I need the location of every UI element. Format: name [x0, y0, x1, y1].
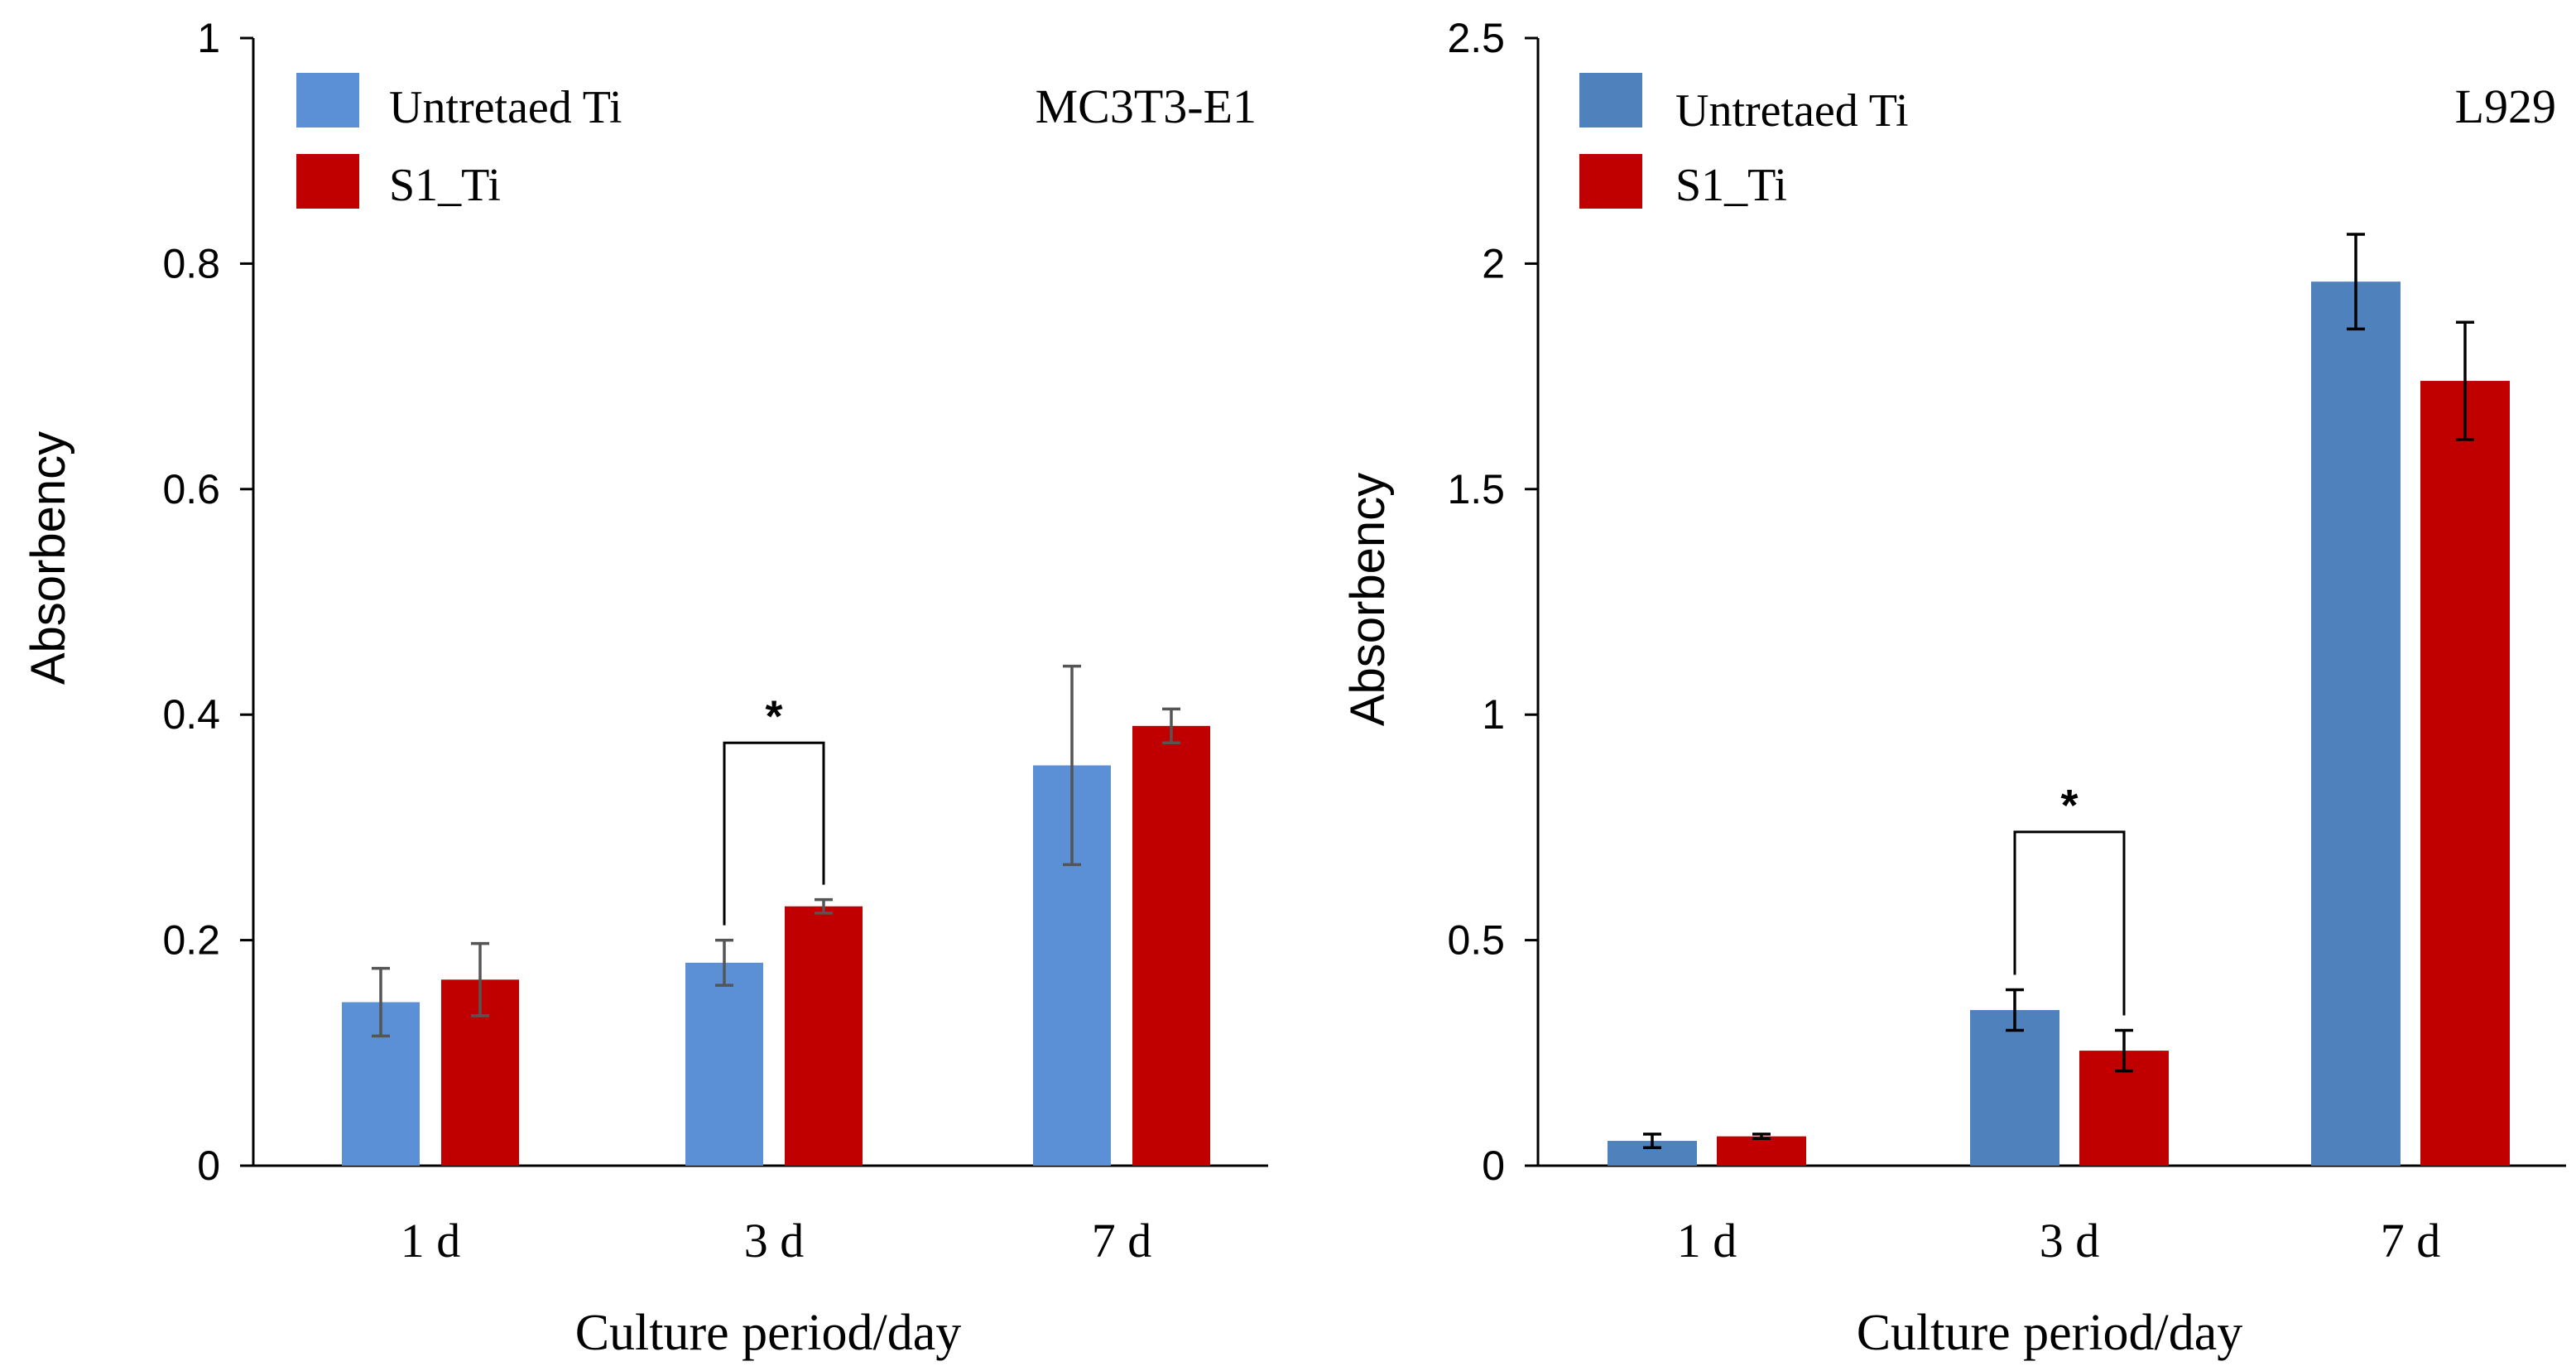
y-tick-label: 1	[197, 15, 220, 61]
y-axis-label: Absorbency	[1341, 473, 1395, 726]
significance-marker: *	[765, 691, 782, 741]
legend-swatch-series-0	[296, 73, 359, 127]
bar-series-0	[685, 962, 763, 1166]
y-tick-label: 0	[1482, 1142, 1505, 1189]
x-axis-label: Culture period/day	[1857, 1305, 2243, 1361]
significance-marker: *	[2060, 781, 2078, 830]
x-tick-label: 3 d	[2040, 1214, 2100, 1268]
x-tick-label: 1 d	[401, 1214, 461, 1268]
x-tick-label: 1 d	[1677, 1214, 1737, 1268]
bar-series-1	[1717, 1136, 1806, 1166]
chart-panel-mc3t3: MC3T3-E1 Untretaed Ti S1_Ti Absorbency C…	[22, 15, 1268, 1361]
y-tick-label: 0.8	[162, 240, 220, 286]
legend: Untretaed Ti S1_Ti	[1579, 73, 1909, 211]
legend-label-series-1: S1_Ti	[1675, 160, 1787, 211]
legend-label-series-1: S1_Ti	[389, 160, 501, 211]
legend-swatch-series-0	[1579, 73, 1642, 127]
panel-label: MC3T3-E1	[1036, 79, 1257, 133]
x-tick-label: 7 d	[1092, 1214, 1152, 1268]
chart-panel-l929: L929 Untretaed Ti S1_Ti Absorbency Cultu…	[1341, 15, 2566, 1361]
legend-label-series-0: Untretaed Ti	[389, 82, 622, 133]
y-tick-label: 1	[1482, 691, 1505, 738]
bar-series-1	[2420, 381, 2510, 1167]
x-tick-label: 3 d	[744, 1214, 805, 1268]
bar-series-1	[785, 906, 863, 1166]
y-tick-label: 1.5	[1447, 466, 1505, 512]
significance-bracket	[723, 741, 825, 926]
y-tick-label: 0.2	[162, 917, 220, 964]
y-tick-label: 0.4	[162, 691, 220, 738]
legend-swatch-series-1	[296, 154, 359, 209]
y-tick-label: 0.6	[162, 466, 220, 512]
y-tick-label: 0	[197, 1142, 220, 1189]
legend-label-series-0: Untretaed Ti	[1675, 85, 1909, 137]
y-tick-label: 2.5	[1447, 15, 1505, 61]
y-tick-label: 2	[1482, 240, 1505, 286]
significance-bracket	[2013, 830, 2126, 1016]
x-tick-label: 7 d	[2381, 1214, 2441, 1268]
y-axis-label: Absorbency	[22, 431, 75, 685]
bar-series-1	[1132, 725, 1210, 1166]
x-axis-label: Culture period/day	[575, 1305, 962, 1361]
y-tick-label: 0.5	[1447, 917, 1505, 964]
bar-series-0	[2311, 281, 2401, 1166]
bar-series-0	[1970, 1010, 2059, 1166]
legend-swatch-series-1	[1579, 154, 1642, 209]
panel-label: L929	[2455, 79, 2556, 133]
legend: Untretaed Ti S1_Ti	[296, 73, 622, 211]
